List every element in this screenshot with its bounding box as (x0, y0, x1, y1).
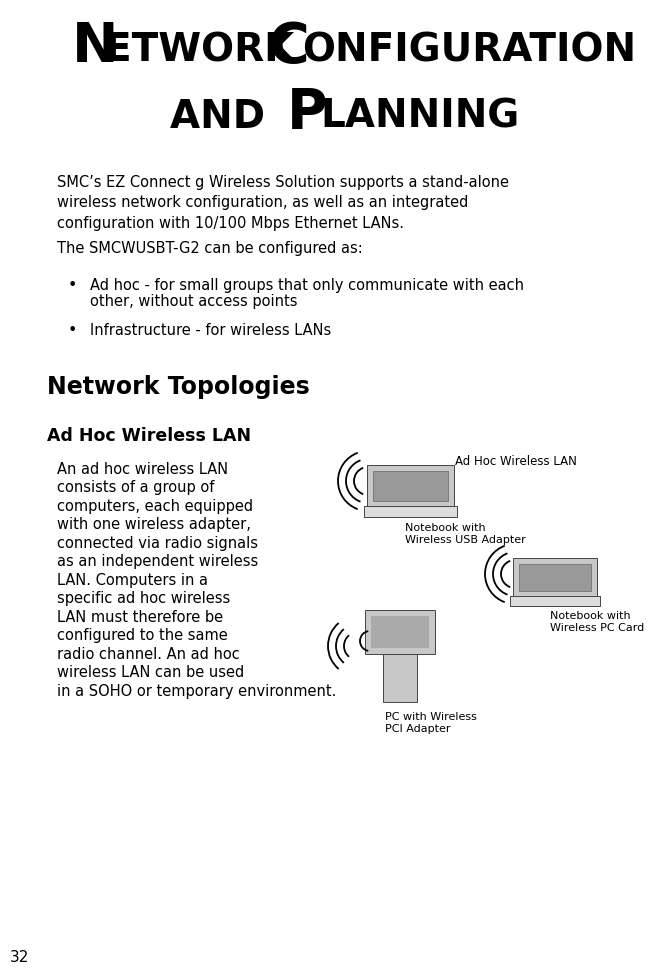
Text: 32: 32 (10, 949, 29, 964)
Text: as an independent wireless: as an independent wireless (57, 554, 258, 569)
FancyBboxPatch shape (371, 616, 429, 648)
Text: C: C (269, 20, 309, 74)
Text: Wireless USB Adapter: Wireless USB Adapter (405, 534, 526, 545)
FancyBboxPatch shape (383, 648, 417, 702)
Text: Ad hoc - for small groups that only communicate with each: Ad hoc - for small groups that only comm… (90, 278, 524, 292)
Text: ETWORK: ETWORK (105, 32, 308, 70)
Text: Notebook with: Notebook with (405, 522, 486, 532)
Text: The SMCWUSBT-G2 can be configured as:: The SMCWUSBT-G2 can be configured as: (57, 241, 363, 255)
Text: An ad hoc wireless LAN: An ad hoc wireless LAN (57, 462, 228, 476)
Text: Infrastructure - for wireless LANs: Infrastructure - for wireless LANs (90, 323, 331, 337)
FancyBboxPatch shape (373, 471, 448, 502)
Text: PC with Wireless: PC with Wireless (385, 711, 477, 721)
Text: configured to the same: configured to the same (57, 628, 228, 643)
Text: radio channel. An ad hoc: radio channel. An ad hoc (57, 646, 240, 661)
FancyBboxPatch shape (519, 564, 591, 592)
Text: Network Topologies: Network Topologies (47, 375, 310, 399)
Text: Notebook with: Notebook with (550, 610, 630, 620)
Text: PCI Adapter: PCI Adapter (385, 724, 451, 734)
Text: N: N (72, 20, 118, 74)
Text: with one wireless adapter,: with one wireless adapter, (57, 517, 251, 532)
Text: specific ad hoc wireless: specific ad hoc wireless (57, 591, 230, 606)
Text: AND: AND (170, 98, 292, 136)
Text: LANNING: LANNING (320, 98, 519, 136)
Text: LAN. Computers in a: LAN. Computers in a (57, 572, 208, 588)
FancyBboxPatch shape (367, 466, 454, 508)
Text: Wireless PC Card: Wireless PC Card (550, 622, 644, 633)
Text: Ad Hoc Wireless LAN: Ad Hoc Wireless LAN (455, 455, 577, 467)
Text: in a SOHO or temporary environment.: in a SOHO or temporary environment. (57, 684, 336, 698)
Text: connected via radio signals: connected via radio signals (57, 535, 258, 551)
FancyBboxPatch shape (364, 507, 457, 517)
FancyBboxPatch shape (510, 597, 600, 606)
Text: •: • (68, 278, 77, 292)
FancyBboxPatch shape (365, 610, 435, 654)
Text: Ad Hoc Wireless LAN: Ad Hoc Wireless LAN (47, 426, 251, 445)
Text: wireless LAN can be used: wireless LAN can be used (57, 665, 244, 680)
Text: LAN must therefore be: LAN must therefore be (57, 609, 223, 624)
Text: P: P (287, 86, 328, 140)
Text: SMC’s EZ Connect g Wireless Solution supports a stand-alone
wireless network con: SMC’s EZ Connect g Wireless Solution sup… (57, 175, 509, 231)
Text: ONFIGURATION: ONFIGURATION (302, 32, 636, 70)
Text: computers, each equipped: computers, each equipped (57, 499, 253, 513)
Text: other, without access points: other, without access points (90, 293, 298, 309)
Text: •: • (68, 323, 77, 337)
Text: consists of a group of: consists of a group of (57, 480, 215, 495)
FancyBboxPatch shape (513, 558, 597, 598)
